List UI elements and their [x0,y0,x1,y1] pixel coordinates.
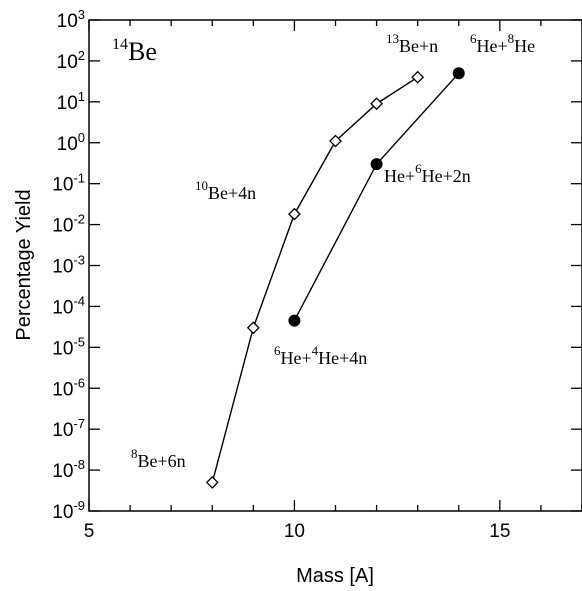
y-tick-label: 10-8 [52,457,85,482]
label-he-6he-2n: He+6He+2n [384,161,471,186]
tick-labels: 5 10 15 103 102 101 100 10-1 10-2 10-3 10-4 10-5 10-… [52,7,510,542]
y-tick-label: 100 [57,130,85,155]
series-1-point [205,475,219,489]
series-points [205,67,465,489]
series-1-point [287,207,301,221]
y-tick-label: 10-7 [52,416,85,441]
y-tick-label: 10-9 [52,498,85,523]
series-lines [211,72,460,483]
y-tick-label: 10-3 [52,253,85,278]
series-2-point [452,67,465,80]
y-tick-label: 102 [57,48,85,73]
x-tick-label: 15 [489,521,510,542]
y-tick-label: 10-6 [52,375,85,400]
y-tick-label: 10-2 [52,212,85,237]
series-2-point [288,314,301,327]
y-tick-label: 103 [57,7,85,32]
series-2-point [370,158,383,171]
label-6he-4he-4n: 6He+4He+4n [274,343,367,368]
x-axis-title: Mass [A] [296,565,374,587]
x-tick-label: 10 [284,521,305,542]
y-tick-label: 10-4 [52,293,85,318]
series-1-point [411,70,425,84]
label-10be-4n: 10Be+4n [195,178,256,203]
y-tick-label: 10-1 [52,171,85,196]
label-8be-6n: 8Be+6n [131,446,186,471]
series-1-point [329,134,342,148]
series-1-line [211,76,419,483]
plot-frame [88,19,582,512]
label-14be: 14Be [112,36,157,66]
y-axis-title: Percentage Yield [13,189,35,340]
label-6he-8he: 6He+8He [470,31,535,56]
y-tick-label: 10-5 [52,334,85,359]
series-1-point [246,321,260,335]
x-tick-label: 5 [84,521,95,542]
axis-ticks [88,19,582,512]
y-tick-label: 101 [57,89,85,114]
annotations: 14Be 13Be+n 6He+8He He+6He+2n 10Be+4n 6He+4He… [112,31,535,471]
series-1-point [370,97,384,111]
label-13be-n: 13Be+n [386,31,438,56]
series-2-line [293,72,460,321]
